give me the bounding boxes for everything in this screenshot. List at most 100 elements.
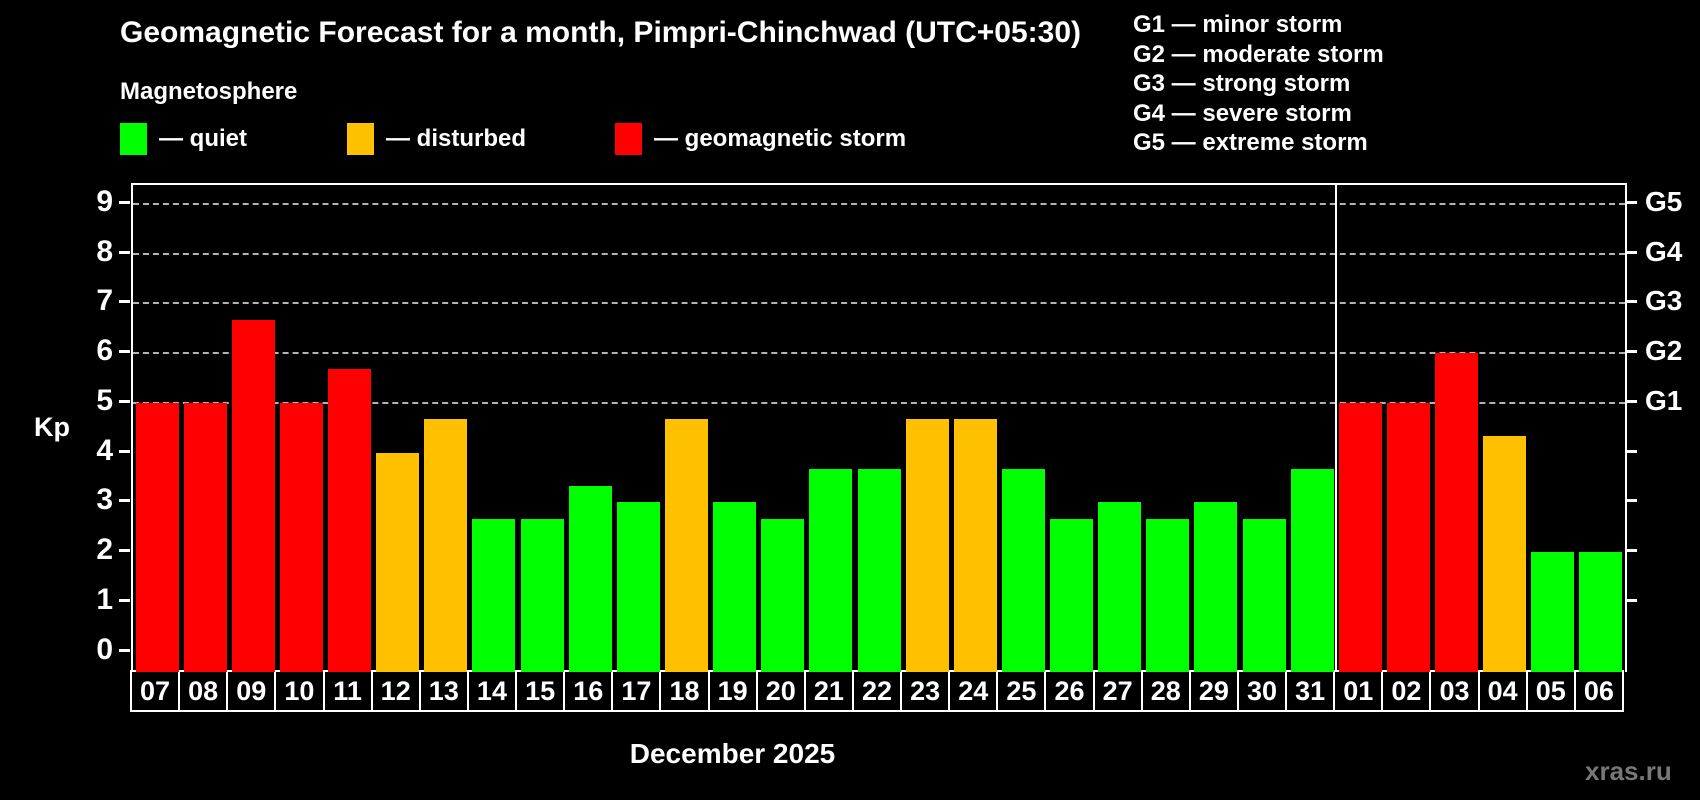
right-tick-kp9 bbox=[1625, 200, 1637, 204]
bar-day-26[interactable] bbox=[1050, 518, 1094, 672]
day-cell-13: 13 bbox=[418, 670, 469, 712]
y-tick-8 bbox=[119, 250, 130, 254]
bar-day-12[interactable] bbox=[376, 452, 420, 672]
day-cell-02: 02 bbox=[1381, 670, 1432, 712]
y-tick-label-0: 0 bbox=[96, 632, 113, 666]
right-tick-kp6 bbox=[1625, 350, 1637, 353]
day-cell-05: 05 bbox=[1525, 670, 1576, 712]
day-cell-22: 22 bbox=[851, 670, 903, 712]
bar-day-01[interactable] bbox=[1338, 402, 1382, 672]
g-scale-legend-line-g4: G4 — severe storm bbox=[1133, 99, 1352, 127]
bar-day-21[interactable] bbox=[809, 468, 853, 672]
day-cell-20: 20 bbox=[755, 670, 806, 712]
bar-day-03[interactable] bbox=[1435, 353, 1479, 672]
bar-day-13[interactable] bbox=[424, 419, 468, 672]
bar-day-06[interactable] bbox=[1579, 552, 1623, 672]
legend-item-disturbed: — disturbed bbox=[347, 122, 526, 156]
legend-label-storm: — geomagnetic storm bbox=[654, 125, 907, 152]
day-cell-31: 31 bbox=[1285, 670, 1336, 712]
gridline-kp6 bbox=[133, 352, 1625, 354]
bar-day-08[interactable] bbox=[183, 402, 227, 672]
bar-day-16[interactable] bbox=[568, 485, 612, 672]
y-tick-7 bbox=[119, 300, 130, 304]
y-tick-0 bbox=[119, 648, 130, 652]
bar-day-18[interactable] bbox=[664, 419, 708, 672]
bar-day-10[interactable] bbox=[279, 402, 323, 672]
bar-day-19[interactable] bbox=[713, 502, 757, 672]
bar-day-14[interactable] bbox=[472, 518, 516, 672]
g-level-label-g2: G2 bbox=[1645, 335, 1683, 366]
day-cell-03: 03 bbox=[1429, 670, 1480, 712]
g-scale-legend-line-g3: G3 — strong storm bbox=[1133, 70, 1351, 97]
bar-day-25[interactable] bbox=[1001, 468, 1045, 672]
bar-day-17[interactable] bbox=[616, 502, 660, 672]
y-tick-label-6: 6 bbox=[96, 334, 113, 367]
gridline-kp5 bbox=[133, 401, 1625, 404]
day-cell-30: 30 bbox=[1236, 670, 1288, 712]
month-label: December 2025 bbox=[629, 738, 836, 769]
g-level-label-g5: G5 bbox=[1645, 185, 1683, 217]
legend-item-quiet: — quiet bbox=[120, 122, 247, 156]
bar-day-02[interactable] bbox=[1386, 402, 1430, 672]
day-cell-12: 12 bbox=[370, 670, 421, 712]
bar-day-11[interactable] bbox=[328, 369, 372, 672]
day-cell-16: 16 bbox=[563, 670, 614, 712]
day-cell-09: 09 bbox=[226, 670, 277, 712]
day-cell-24: 24 bbox=[948, 670, 999, 712]
bar-day-05[interactable] bbox=[1531, 552, 1575, 672]
day-cell-29: 29 bbox=[1188, 670, 1239, 712]
bar-day-07[interactable] bbox=[135, 402, 179, 672]
y-tick-label-2: 2 bbox=[96, 533, 113, 566]
day-cell-26: 26 bbox=[1044, 670, 1095, 712]
y-tick-9 bbox=[119, 200, 130, 204]
y-tick-6 bbox=[119, 350, 130, 353]
bar-day-23[interactable] bbox=[905, 419, 949, 672]
bar-day-31[interactable] bbox=[1290, 468, 1334, 672]
g-level-label-g4: G4 bbox=[1645, 235, 1683, 267]
y-tick-3 bbox=[119, 499, 130, 503]
gridline-kp7 bbox=[133, 302, 1625, 305]
g-scale-legend-line-g2: G2 — moderate storm bbox=[1133, 40, 1384, 68]
right-tick-kp3 bbox=[1625, 499, 1637, 503]
bar-day-28[interactable] bbox=[1146, 518, 1190, 672]
right-tick-kp2 bbox=[1625, 549, 1637, 552]
day-cell-11: 11 bbox=[322, 670, 373, 712]
bar-day-09[interactable] bbox=[231, 319, 275, 672]
legend-label-quiet: — quiet bbox=[159, 125, 247, 152]
gridline-kp8 bbox=[133, 252, 1625, 255]
bar-day-24[interactable] bbox=[953, 419, 997, 672]
right-tick-kp4 bbox=[1625, 449, 1637, 453]
bar-day-30[interactable] bbox=[1242, 518, 1286, 672]
g-scale-legend: G1 — minor storm G2 — moderate storm G3 … bbox=[1133, 10, 1384, 158]
bar-day-29[interactable] bbox=[1194, 502, 1238, 672]
y-tick-label-4: 4 bbox=[96, 433, 113, 467]
g-scale-legend-line-g1: G1 — minor storm bbox=[1133, 11, 1343, 38]
bar-day-27[interactable] bbox=[1098, 502, 1142, 672]
day-cell-19: 19 bbox=[707, 670, 758, 712]
bar-day-04[interactable] bbox=[1483, 436, 1527, 672]
y-tick-label-3: 3 bbox=[96, 483, 113, 517]
y-tick-label-7: 7 bbox=[96, 284, 113, 318]
day-cell-23: 23 bbox=[900, 670, 951, 712]
y-axis-title: Kp bbox=[34, 412, 70, 442]
y-tick-label-5: 5 bbox=[96, 383, 113, 417]
day-cell-18: 18 bbox=[659, 670, 710, 712]
plot-area bbox=[131, 183, 1627, 672]
day-cell-07: 07 bbox=[130, 670, 181, 712]
page-title: Geomagnetic Forecast for a month, Pimpri… bbox=[120, 16, 1081, 49]
bar-day-15[interactable] bbox=[520, 518, 564, 672]
day-cell-06: 06 bbox=[1573, 670, 1624, 712]
bar-day-20[interactable] bbox=[761, 518, 805, 672]
day-cell-21: 21 bbox=[803, 670, 854, 712]
day-cell-14: 14 bbox=[466, 670, 518, 712]
right-tick-kp8 bbox=[1625, 250, 1637, 254]
day-cell-08: 08 bbox=[178, 670, 229, 712]
g-scale-legend-line-g5: G5 — extreme storm bbox=[1133, 129, 1368, 156]
watermark: xras.ru bbox=[1585, 756, 1672, 786]
g-level-label-g3: G3 bbox=[1645, 285, 1683, 317]
disturbed-swatch-icon bbox=[347, 123, 374, 155]
bar-day-22[interactable] bbox=[857, 468, 901, 672]
legend-label-disturbed: — disturbed bbox=[386, 125, 527, 152]
y-tick-label-1: 1 bbox=[96, 582, 113, 616]
